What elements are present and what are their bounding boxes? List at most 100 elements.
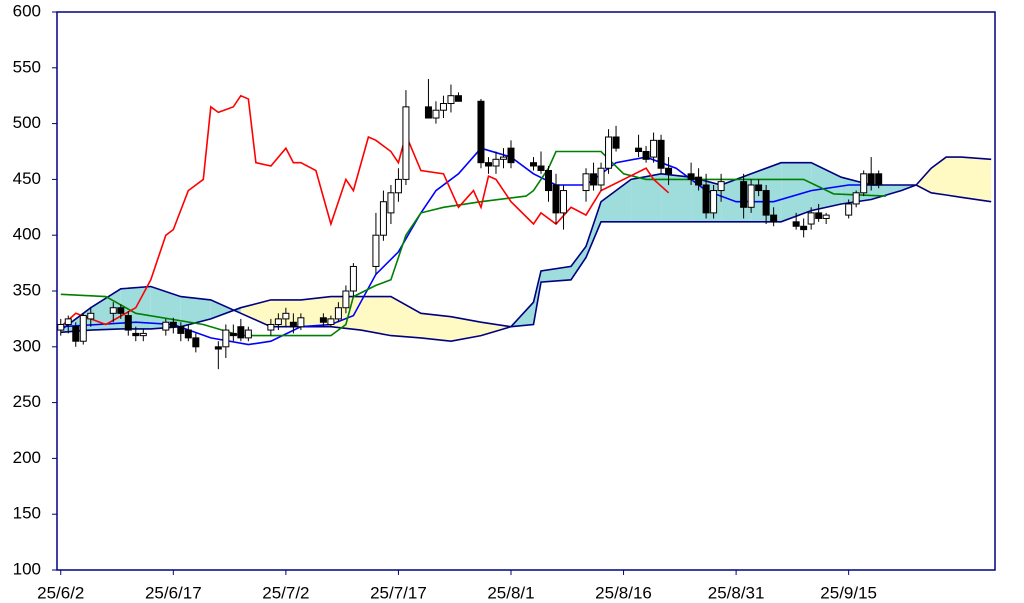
cloud-fill: [180, 296, 211, 327]
candle-body: [289, 321, 297, 328]
candle-body: [770, 214, 778, 223]
candle-body: [229, 332, 237, 337]
candle-body: [852, 192, 860, 205]
candle-body: [792, 221, 800, 227]
candle-body: [214, 346, 222, 350]
candle-body: [394, 178, 402, 194]
x-tick-label: 25/7/17: [370, 583, 427, 602]
cloud-fill: [390, 296, 421, 338]
candle-body: [499, 156, 507, 160]
candle-body: [342, 290, 350, 309]
cloud-fill: [420, 313, 451, 342]
candle-body: [545, 169, 553, 192]
candle-body: [612, 136, 620, 149]
cloud-fill: [931, 157, 947, 196]
y-tick-label: 400: [13, 225, 41, 244]
cloud-fill: [661, 173, 692, 222]
candle-body: [139, 332, 147, 337]
candle-body: [454, 95, 462, 102]
cloud-fill: [811, 162, 842, 211]
candle-body: [282, 312, 290, 320]
candle-body: [184, 329, 192, 339]
cloud-fill: [571, 246, 587, 280]
candle-body: [800, 225, 808, 231]
y-tick-label: 150: [13, 504, 41, 523]
candle-body: [530, 162, 538, 167]
x-tick-label: 25/6/2: [37, 583, 84, 602]
y-tick-label: 200: [13, 448, 41, 467]
candle-body: [492, 158, 500, 167]
cloud-fill: [961, 157, 992, 202]
candle-body: [582, 173, 590, 192]
candle-body: [605, 136, 613, 169]
candle-body: [807, 212, 815, 225]
candle-body: [597, 167, 605, 186]
candle-body: [132, 332, 140, 337]
y-tick-label: 500: [13, 113, 41, 132]
candle-body: [222, 329, 230, 348]
candle-body: [244, 329, 252, 339]
candle-body: [274, 318, 282, 325]
y-tick-label: 300: [13, 336, 41, 355]
candle-body: [695, 176, 703, 186]
candle-body: [702, 184, 710, 214]
candle-body: [867, 173, 875, 186]
candle-body: [642, 151, 650, 160]
candle-body: [297, 317, 305, 328]
cloud-fill: [601, 179, 632, 222]
candle-body: [687, 173, 695, 180]
candle-body: [552, 184, 560, 214]
candle-body: [860, 173, 868, 194]
indicator-line: [60, 94, 670, 328]
x-tick-label: 25/8/31: [708, 583, 765, 602]
candle-body: [64, 318, 72, 325]
candle-body: [665, 167, 673, 175]
candle-body: [447, 95, 455, 105]
candle-body: [710, 190, 718, 214]
cloud-fill: [631, 173, 662, 222]
candle-body: [117, 307, 125, 314]
candle-body: [109, 307, 117, 314]
candle-body: [635, 147, 643, 152]
plot-frame: [56, 11, 996, 571]
cloud-fill: [210, 299, 241, 319]
candle-body: [319, 317, 327, 323]
candle-body: [379, 201, 387, 236]
x-tick-label: 25/7/2: [262, 583, 309, 602]
candle-body: [432, 109, 440, 119]
y-tick-label: 550: [13, 57, 41, 76]
candle-body: [237, 326, 245, 339]
candle-body: [387, 192, 395, 214]
candle-body: [402, 106, 410, 180]
candle-body: [169, 321, 177, 328]
candle-body: [162, 321, 170, 331]
candle-body: [192, 337, 200, 348]
candle-body: [560, 190, 568, 214]
cloud-fill: [450, 316, 481, 342]
candle-body: [87, 312, 95, 320]
cloud-fill: [586, 201, 602, 258]
x-tick-label: 25/8/16: [595, 583, 652, 602]
candle-body: [657, 139, 665, 169]
cloud-fill: [240, 299, 271, 327]
y-tick-label: 600: [13, 1, 41, 20]
candle-body: [267, 323, 275, 331]
y-tick-label: 250: [13, 392, 41, 411]
candle-body: [349, 265, 357, 292]
candle-body: [72, 326, 80, 342]
x-tick-label: 25/6/17: [145, 583, 202, 602]
candle-body: [717, 181, 725, 192]
x-tick-label: 25/8/1: [487, 583, 534, 602]
y-tick-label: 100: [13, 559, 41, 578]
candle-body: [740, 181, 748, 208]
candle-body: [747, 184, 755, 208]
candle-body: [57, 323, 65, 331]
candle-body: [334, 307, 342, 320]
candle-body: [875, 173, 883, 186]
candle-body: [477, 100, 485, 164]
candle-body: [507, 147, 515, 164]
candle-body: [762, 190, 770, 216]
candle-body: [124, 315, 132, 331]
